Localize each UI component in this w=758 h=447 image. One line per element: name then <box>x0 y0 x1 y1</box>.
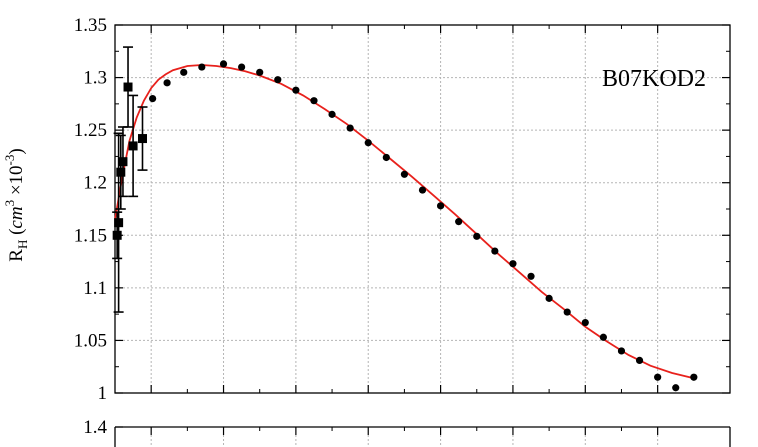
tick-marks <box>115 24 730 394</box>
square-point <box>118 157 128 167</box>
y-axis-label: RH (cm3 ×10-3) <box>2 148 30 261</box>
y-tick-labels: 1 1.05 1.1 1.15 1.2 1.25 1.3 1.35 <box>74 15 107 404</box>
circle-point <box>310 97 318 105</box>
circle-point <box>274 76 282 84</box>
square-point <box>123 82 133 92</box>
ylabel-unit-sup: 3 <box>2 200 17 207</box>
ylabel-unit: cm <box>6 206 27 228</box>
ylabel-exp: -3 <box>2 155 17 166</box>
circle-point <box>563 308 571 316</box>
fit-curve-series <box>114 64 695 380</box>
circle-point <box>256 68 264 76</box>
square-point <box>114 218 124 228</box>
y-tick-label: 1.05 <box>74 330 107 351</box>
square-point <box>137 134 147 144</box>
y-tick-label: 1.15 <box>74 225 107 246</box>
circle-point <box>491 247 499 255</box>
ylabel-paren-open: ( <box>6 229 27 240</box>
circle-point <box>455 218 463 226</box>
circle-point <box>180 68 188 76</box>
annotation-label: B07KOD2 <box>602 66 706 92</box>
circle-point <box>545 294 553 302</box>
circle-point <box>149 95 157 103</box>
circle-point <box>219 60 228 68</box>
circle-point <box>473 232 481 240</box>
square-point <box>112 230 122 240</box>
ylabel-times: ×10 <box>6 165 27 199</box>
circle-point <box>198 63 206 71</box>
y-tick-label: 1.35 <box>74 15 107 36</box>
ylabel-main: R <box>6 249 27 262</box>
circle-point <box>238 63 246 71</box>
y-tick-label: 1.1 <box>83 278 107 299</box>
square-point <box>116 167 126 177</box>
circle-point <box>292 86 300 94</box>
error-bar-series <box>112 46 148 313</box>
y-tick-label: 1.2 <box>83 173 107 194</box>
circle-point <box>599 333 607 341</box>
lower-y-tick-label: 1.4 <box>83 417 107 438</box>
circle-point <box>690 373 698 381</box>
circle-point <box>672 384 680 392</box>
y-tick-label: 1.25 <box>74 120 107 141</box>
square-point <box>128 141 138 151</box>
ylabel-paren-close: ) <box>6 148 27 154</box>
circle-point <box>328 110 336 118</box>
ylabel-main-sub: H <box>15 240 30 249</box>
y-tick-label: 1 <box>98 383 108 404</box>
circle-point <box>163 79 171 87</box>
circle-point <box>509 260 517 268</box>
circle-point <box>364 139 372 147</box>
circle-point <box>635 356 644 365</box>
circle-point <box>382 153 390 162</box>
circle-point <box>581 318 589 327</box>
circle-point <box>654 373 662 381</box>
circle-point <box>346 124 354 132</box>
circle-point <box>418 186 427 194</box>
fit-curve-line <box>114 64 695 380</box>
lower-panel: 1.4 <box>83 417 731 447</box>
circle-point <box>436 202 445 210</box>
circle-point <box>400 170 409 178</box>
circle-series <box>149 60 698 392</box>
circle-point <box>617 347 626 355</box>
y-tick-label: 1.3 <box>83 68 107 89</box>
circle-point <box>527 272 535 280</box>
